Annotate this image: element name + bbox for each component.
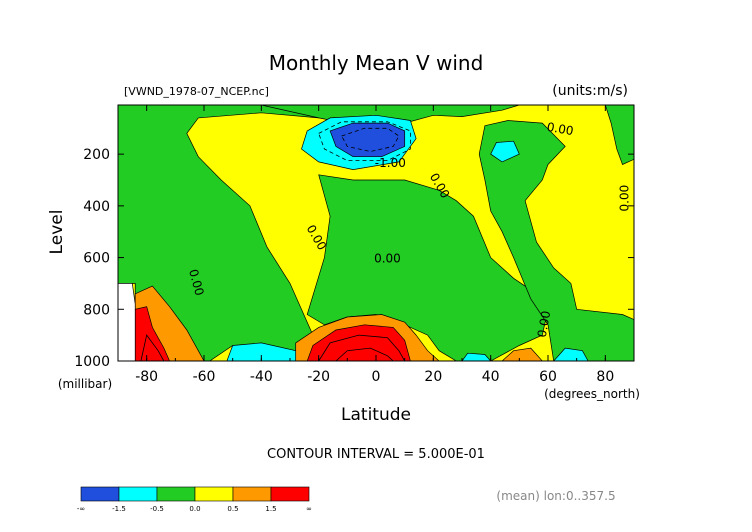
x-tick-label: 80 [596, 369, 614, 385]
plot-area [117, 104, 635, 362]
field-green-mid [306, 174, 549, 362]
x-tick-label: 20 [424, 369, 442, 385]
contour-label-0: 0.00 [546, 120, 575, 138]
contour-pos-3 [140, 334, 165, 362]
y-tick-label: 400 [83, 199, 110, 215]
contour-label-7: 0.00 [535, 310, 553, 339]
legend-tick-label: 1.5 [265, 505, 276, 513]
y-axis-label: Level [47, 210, 67, 255]
contour-label-6: 0.00 [186, 268, 206, 297]
y-tick-label: 800 [83, 302, 110, 318]
legend-tick-label: -∞ [77, 505, 85, 513]
legend-tick-label: 0.0 [189, 505, 200, 513]
legend-swatch-4 [232, 486, 272, 502]
legend-tick-label: -0.5 [150, 505, 164, 513]
contour-neg-1 [318, 121, 411, 162]
legend-swatch-0 [80, 486, 120, 502]
x-tick-label: -20 [307, 369, 330, 385]
field-green-north [478, 120, 635, 362]
legend-swatch-3 [194, 486, 234, 502]
contour-interval-text: CONTOUR INTERVAL = 5.000E-01 [267, 447, 485, 462]
x-tick-label: 60 [539, 369, 557, 385]
x-tick-label: -80 [135, 369, 158, 385]
legend-swatch-2 [156, 486, 196, 502]
field-red-center [306, 324, 411, 362]
contour-pos-2 [335, 347, 394, 362]
chart-title: Monthly Mean V wind [269, 51, 484, 75]
legend-tick-label: 0.5 [227, 505, 238, 513]
x-tick-label: -40 [250, 369, 273, 385]
axes: -80 -60 -40 -20 0 20 40 60 80 200 400 600 800 1000 [74, 104, 635, 385]
contour-pos-1 [318, 334, 406, 362]
contour-label-3: 0.00 [617, 185, 631, 212]
color-legend: -∞ -1.5 -0.5 0.0 0.5 1.5 ∞ [77, 486, 312, 513]
field-white-pole [117, 283, 136, 362]
field-cyan-north [490, 140, 520, 163]
y-tick-label: 600 [83, 251, 110, 267]
legend-swatch-5 [270, 486, 310, 502]
contour-label-1: -1.00 [375, 156, 406, 170]
legend-swatch-1 [118, 486, 158, 502]
x-tick-label: 0 [372, 369, 381, 385]
legend-tick-label: -1.5 [112, 505, 126, 513]
x-units-label: (degrees_north) [544, 387, 640, 401]
contour-label-5: 0.00 [374, 252, 401, 266]
x-tick-label: 40 [482, 369, 500, 385]
mean-note: (mean) lon:0..357.5 [496, 489, 615, 503]
legend-tick-label: ∞ [306, 505, 312, 513]
units-label: (units:m/s) [552, 83, 628, 99]
contour-neg-2 [341, 127, 400, 152]
x-tick-label: -60 [193, 369, 216, 385]
file-label: [VWND_1978-07_NCEP.nc] [124, 85, 269, 98]
y-tick-label: 1000 [74, 354, 110, 370]
x-axis-label: Latitude [341, 405, 411, 425]
y-units-label: (millibar) [58, 377, 112, 391]
y-tick-label: 200 [83, 147, 110, 163]
